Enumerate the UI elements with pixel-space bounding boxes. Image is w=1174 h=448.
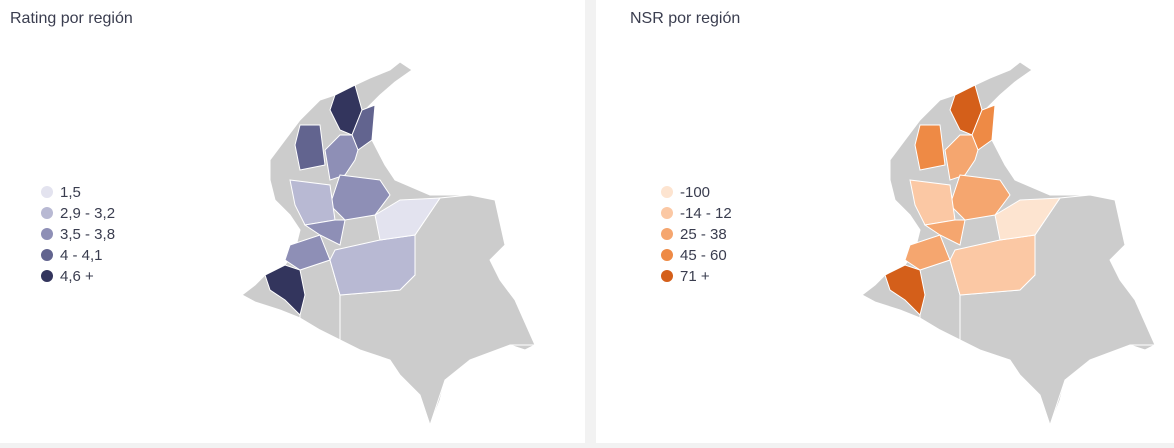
legend-label: 71 + xyxy=(680,268,710,285)
legend-label: -100 xyxy=(680,184,710,201)
legend-swatch xyxy=(661,186,673,198)
legend-label: -14 - 12 xyxy=(680,205,732,222)
map-region xyxy=(884,264,926,316)
map-region xyxy=(994,197,1061,241)
map xyxy=(861,61,1156,427)
legend-label: 45 - 60 xyxy=(680,247,727,264)
legend-swatch xyxy=(41,186,53,198)
map xyxy=(241,61,536,427)
legend-label: 2,9 - 3,2 xyxy=(60,205,115,222)
map-region xyxy=(904,234,951,271)
legend-swatch xyxy=(661,249,673,261)
panel-title: NSR por región xyxy=(630,10,740,27)
legend-swatch xyxy=(661,207,673,219)
map-region xyxy=(944,134,979,181)
map-region xyxy=(923,219,966,246)
legend-label: 3,5 - 3,8 xyxy=(60,226,115,243)
legend-swatch xyxy=(41,207,53,219)
map-region xyxy=(264,264,306,316)
legend-swatch xyxy=(41,270,53,282)
panel-title: Rating por región xyxy=(10,10,133,27)
map-region xyxy=(374,197,441,241)
legend-label: 1,5 xyxy=(60,184,81,201)
legend-label: 4 - 4,1 xyxy=(60,247,103,264)
map-region xyxy=(294,124,326,171)
legend-swatch xyxy=(41,249,53,261)
legend-label: 4,6 + xyxy=(60,268,94,285)
map-region xyxy=(351,104,376,151)
legend-label: 25 - 38 xyxy=(680,226,727,243)
legend-swatch xyxy=(661,270,673,282)
map-region xyxy=(971,104,996,151)
map-region xyxy=(324,134,359,181)
map-region xyxy=(914,124,946,171)
legend-swatch xyxy=(661,228,673,240)
map-region xyxy=(284,234,331,271)
legend-swatch xyxy=(41,228,53,240)
map-region xyxy=(303,219,346,246)
